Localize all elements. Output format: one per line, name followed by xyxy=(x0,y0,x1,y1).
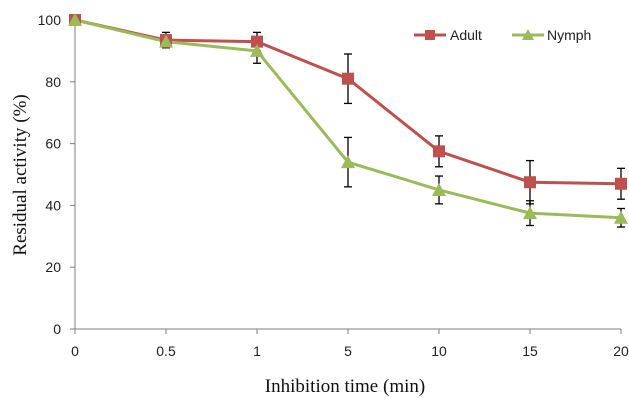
data-point-adult xyxy=(524,176,536,189)
legend-marker-nymph xyxy=(522,29,534,40)
data-point-nymph xyxy=(432,182,446,196)
legend-marker-adult xyxy=(425,30,435,40)
x-tick-label: 20 xyxy=(613,343,629,359)
data-point-nymph xyxy=(523,206,537,220)
data-point-nymph xyxy=(68,13,82,26)
series-lines xyxy=(74,18,622,220)
x-axis-title: Inhibition time (min) xyxy=(265,376,425,397)
series-markers xyxy=(68,13,628,224)
data-point-adult xyxy=(251,35,263,48)
legend: Adult Nymph xyxy=(414,27,591,43)
x-tick-label: 0.5 xyxy=(156,343,176,359)
y-tick-label: 100 xyxy=(38,12,62,28)
y-tick-label: 60 xyxy=(45,136,61,152)
data-point-nymph xyxy=(159,34,173,48)
y-tick-label: 0 xyxy=(53,321,61,337)
x-tick-label: 5 xyxy=(344,343,352,359)
data-point-nymph xyxy=(341,155,355,169)
data-point-adult xyxy=(433,145,445,158)
x-tick-label: 10 xyxy=(431,343,447,359)
data-point-nymph xyxy=(250,43,264,57)
series-line-nymph xyxy=(74,18,622,220)
data-point-adult xyxy=(615,177,627,190)
y-tick-label: 40 xyxy=(45,197,61,213)
legend-label-adult: Adult xyxy=(450,27,482,43)
x-ticks: 0 0.5 1 5 10 15 20 xyxy=(71,329,629,359)
x-tick-label: 0 xyxy=(71,343,79,359)
y-ticks: 0 20 40 60 80 100 xyxy=(38,12,75,337)
y-axis-title: Residual activity (%) xyxy=(10,94,31,255)
legend-label-nymph: Nymph xyxy=(547,27,591,43)
y-tick-label: 80 xyxy=(45,74,61,90)
error-bars xyxy=(162,31,625,228)
x-tick-label: 1 xyxy=(253,343,261,359)
y-tick-label: 20 xyxy=(45,259,61,275)
x-tick-label: 15 xyxy=(522,343,538,359)
data-point-nymph xyxy=(614,210,628,224)
data-point-adult xyxy=(342,72,354,85)
